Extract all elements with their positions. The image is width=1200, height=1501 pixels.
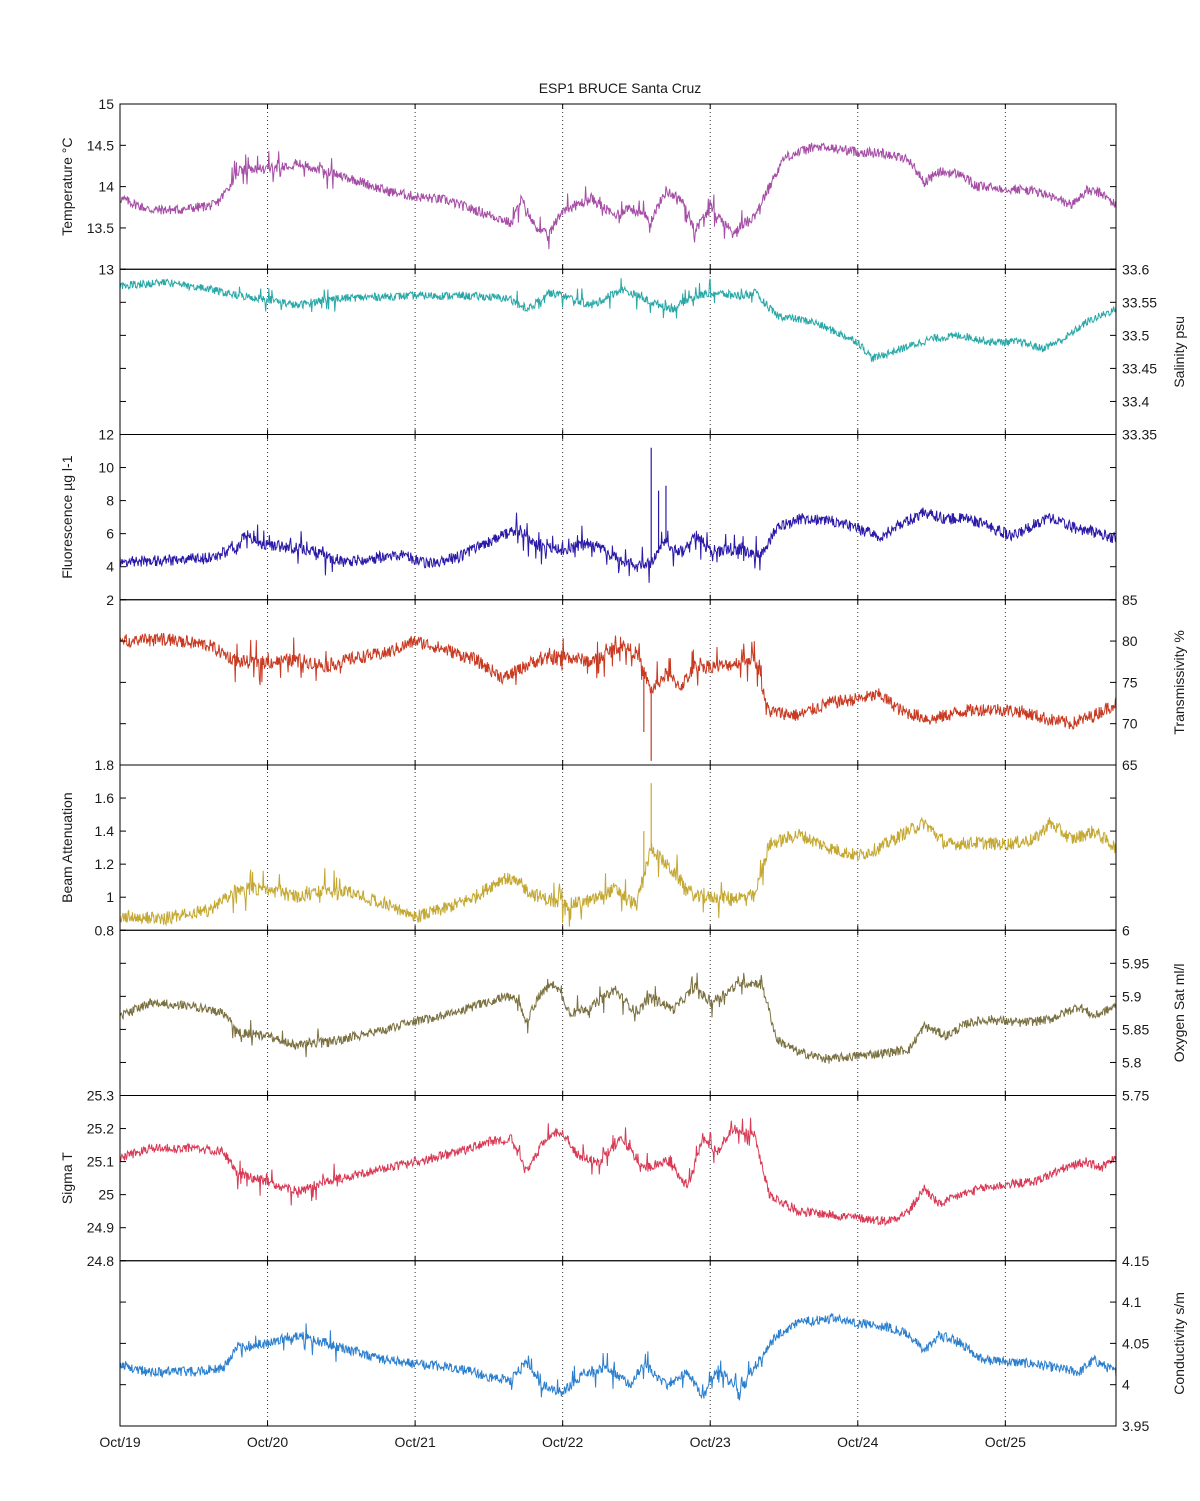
y-tick-label: 33.4 <box>1122 393 1149 409</box>
y-tick-label: 33.45 <box>1122 360 1157 376</box>
y-tick-label: 5.9 <box>1122 988 1142 1004</box>
y-tick-label: 25.3 <box>87 1088 114 1104</box>
series-line-sigma-t <box>119 1117 1117 1227</box>
panel-frame <box>119 103 1117 270</box>
y-axis-label: Transmissivity % <box>1171 630 1187 735</box>
y-tick-label: 3.95 <box>1122 1418 1149 1434</box>
panel-transmissivity: 65 70 75 80 85 Transmissivity % <box>119 592 1187 773</box>
series-line-fluorescence <box>119 507 1117 583</box>
y-tick-label: 13 <box>98 261 114 277</box>
y-tick-label: 0.8 <box>95 922 115 938</box>
y-tick-label: 12 <box>98 427 114 443</box>
y-tick-label: 33.5 <box>1122 327 1149 343</box>
y-axis-label: Oxygen Sat ml/l <box>1171 963 1187 1062</box>
x-tick-label: Oct/20 <box>247 1434 288 1450</box>
chart-title: ESP1 BRUCE Santa Cruz <box>539 80 702 96</box>
panel-frame <box>119 929 1117 1096</box>
y-tick-label: 5.8 <box>1122 1054 1142 1070</box>
panel-salinity: 33.35 33.4 33.45 33.5 33.55 33.6 Salinity psu <box>119 261 1187 443</box>
x-tick-label: Oct/23 <box>690 1434 731 1450</box>
y-tick-label: 14 <box>98 179 114 195</box>
y-tick-label: 24.8 <box>87 1253 114 1269</box>
series-line-salinity <box>119 278 1117 363</box>
y-tick-label: 2 <box>106 592 114 608</box>
y-tick-label: 15 <box>98 96 114 112</box>
y-tick-label: 4.05 <box>1122 1335 1149 1351</box>
y-axis-label: Salinity psu <box>1171 316 1187 388</box>
y-tick-label: 33.6 <box>1122 261 1149 277</box>
y-tick-label: 4 <box>1122 1377 1130 1393</box>
series-line-transmissivity <box>119 632 1117 730</box>
y-axis-label: Temperature °C <box>59 138 75 236</box>
y-tick-label: 5.75 <box>1122 1088 1149 1104</box>
y-tick-label: 80 <box>1122 633 1138 649</box>
y-axis-label: Conductivity s/m <box>1171 1292 1187 1395</box>
x-tick-label: Oct/24 <box>837 1434 878 1450</box>
panel-fluorescence: 2 4 6 8 10 12 Fluorescence µg l-1 <box>59 427 1117 608</box>
y-tick-label: 24.9 <box>87 1220 114 1236</box>
y-tick-label: 5.95 <box>1122 955 1149 971</box>
y-tick-label: 65 <box>1122 757 1138 773</box>
y-tick-label: 4.15 <box>1122 1253 1149 1269</box>
y-tick-label: 1.4 <box>95 823 115 839</box>
panel-sigma-t: 24.8 24.9 25 25.1 25.2 25.3 Sigma T <box>59 1088 1117 1269</box>
y-tick-label: 1 <box>106 889 114 905</box>
panel-conductivity: 3.95 4 4.05 4.1 4.15 Conductivity s/m <box>119 1253 1187 1434</box>
y-tick-label: 4.1 <box>1122 1294 1142 1310</box>
y-tick-label: 1.6 <box>95 790 115 806</box>
y-axis-label: Beam Attenuation <box>59 792 75 903</box>
x-axis: Oct/19 Oct/20 Oct/21 Oct/22 Oct/23 Oct/24 Oct/… <box>99 1434 1026 1450</box>
y-tick-label: 75 <box>1122 674 1138 690</box>
y-tick-label: 5.85 <box>1122 1021 1149 1037</box>
y-tick-label: 33.55 <box>1122 294 1157 310</box>
panel-oxygen-sat: 5.75 5.8 5.85 5.9 5.95 6 Oxygen Sat ml/l <box>119 922 1187 1104</box>
series-line-beam-attenuation <box>119 816 1117 927</box>
series-line-temperature <box>119 142 1117 250</box>
x-tick-label: Oct/22 <box>542 1434 583 1450</box>
y-tick-label: 1.8 <box>95 757 115 773</box>
panel-frame <box>119 599 1117 766</box>
x-tick-label: Oct/25 <box>985 1434 1026 1450</box>
y-tick-label: 70 <box>1122 716 1138 732</box>
series-line-oxygen-sat <box>119 972 1117 1064</box>
y-tick-label: 25 <box>98 1187 114 1203</box>
y-tick-label: 6 <box>106 526 114 542</box>
y-tick-label: 25.1 <box>87 1154 114 1170</box>
y-tick-label: 10 <box>98 460 114 476</box>
y-axis-label: Sigma T <box>59 1152 75 1204</box>
y-axis-label: Fluorescence µg l-1 <box>59 455 75 578</box>
y-tick-label: 14.5 <box>87 137 114 153</box>
y-tick-label: 13.5 <box>87 220 114 236</box>
y-tick-label: 25.2 <box>87 1121 114 1137</box>
y-tick-label: 4 <box>106 559 114 575</box>
series-line-conductivity <box>119 1312 1117 1401</box>
panel-frame <box>119 1095 1117 1262</box>
y-tick-label: 1.2 <box>95 856 115 872</box>
x-tick-label: Oct/19 <box>99 1434 140 1450</box>
vertical-gridlines <box>267 104 1006 1426</box>
y-tick-label: 6 <box>1122 922 1130 938</box>
y-tick-label: 8 <box>106 493 114 509</box>
y-tick-label: 85 <box>1122 592 1138 608</box>
panel-temperature: 13 13.5 14 14.5 15 Temperature °C <box>59 96 1117 277</box>
panel-beam-attenuation: 0.8 1 1.2 1.4 1.6 1.8 Beam Attenuation <box>59 757 1117 938</box>
y-tick-label: 33.35 <box>1122 427 1157 443</box>
x-tick-label: Oct/21 <box>394 1434 435 1450</box>
